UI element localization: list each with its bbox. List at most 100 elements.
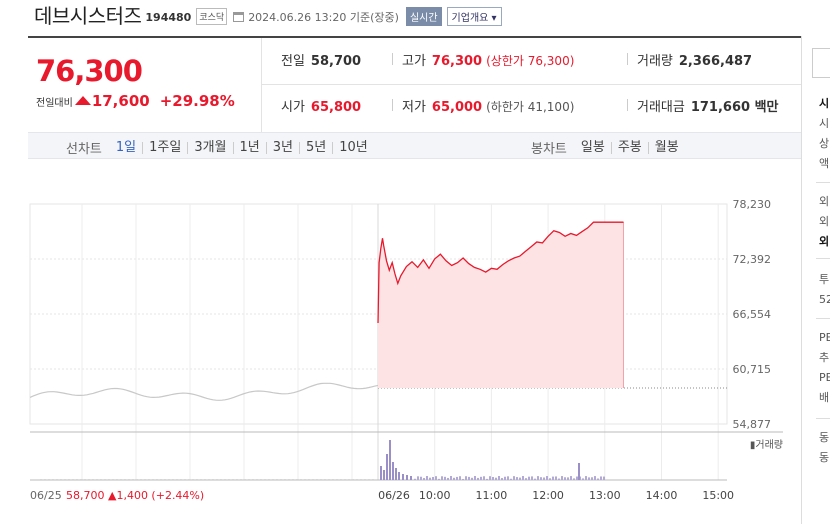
tab-1day[interactable]: 1일 xyxy=(110,141,144,154)
volume-bar xyxy=(256,479,258,480)
tab-5year[interactable]: 5년 xyxy=(300,141,334,154)
volume-bar xyxy=(573,478,575,480)
volume-bar xyxy=(176,479,178,480)
volume-bar xyxy=(108,479,110,480)
volume-bar xyxy=(192,479,194,480)
calendar-icon xyxy=(233,12,245,22)
volume-bar xyxy=(558,478,560,480)
volume-bar xyxy=(380,466,382,480)
volume-bar xyxy=(570,476,572,480)
volume-bar xyxy=(92,479,94,480)
volume-bar xyxy=(438,478,440,480)
y-tick-label: 54,877 xyxy=(733,418,772,431)
right-panel-divider xyxy=(816,258,830,259)
volume-bar xyxy=(340,479,342,480)
volume-bar xyxy=(288,479,290,480)
right-panel-text: 배 xyxy=(819,391,830,404)
right-panel-box xyxy=(812,48,830,78)
right-panel-text: 52 xyxy=(819,293,830,306)
tab-weekly-candle[interactable]: 주봉 xyxy=(612,141,649,154)
volume-bar xyxy=(576,476,578,480)
volume-bar xyxy=(477,477,479,480)
volume-bar xyxy=(450,476,452,480)
volume-bar xyxy=(426,476,428,480)
x-tick-label: 11:00 xyxy=(476,489,508,502)
price-diff: 17,600 xyxy=(91,92,150,110)
volume-bar xyxy=(84,479,86,480)
volume-bar xyxy=(423,478,425,480)
x-tick-label: 06/26 xyxy=(378,489,410,502)
volume-bar xyxy=(456,476,458,480)
volume-bar xyxy=(316,479,318,480)
realtime-button[interactable]: 실시간 xyxy=(405,7,442,26)
volume-bar xyxy=(180,479,182,480)
volume-bar xyxy=(232,479,234,480)
candle-chart-label: 봉차트 xyxy=(531,142,567,157)
y-tick-label: 66,554 xyxy=(733,308,772,321)
volume-bar xyxy=(212,479,214,480)
volume-bar xyxy=(552,476,554,480)
tab-10year[interactable]: 10년 xyxy=(339,139,368,155)
tab-1week[interactable]: 1주일 xyxy=(143,141,189,154)
volume-bar xyxy=(453,477,455,480)
tab-3month[interactable]: 3개월 xyxy=(188,141,234,154)
volume-bar xyxy=(104,479,106,480)
volume-bar xyxy=(498,476,500,480)
volume-bar xyxy=(546,476,548,480)
prev-day-price-line xyxy=(29,382,379,401)
volume-bar xyxy=(60,479,62,480)
volume-bar xyxy=(148,479,150,480)
volume-bar xyxy=(567,477,569,480)
up-arrow-icon xyxy=(74,95,91,105)
volume-bar xyxy=(276,479,278,480)
volume-bar xyxy=(152,479,154,480)
volume-bar xyxy=(272,479,274,480)
volume-bar xyxy=(336,479,338,480)
current-price-block: 76,300 xyxy=(36,54,143,88)
header-divider xyxy=(28,36,802,38)
volume-bar xyxy=(528,476,530,480)
volume-bar xyxy=(304,479,306,480)
volume-bar xyxy=(414,478,416,480)
volume-bar xyxy=(132,479,134,480)
prev-day-date-label: 06/25 xyxy=(30,489,62,502)
volume-bar xyxy=(160,479,162,480)
volume-bar xyxy=(462,478,464,480)
tab-monthly-candle[interactable]: 월봉 xyxy=(654,139,679,155)
volume-bar xyxy=(112,479,114,480)
stats-row-divider xyxy=(262,84,802,85)
volume-bar xyxy=(356,479,358,480)
volume-bar xyxy=(582,478,584,480)
price-change-row: 전일대비 17,600 +29.98% xyxy=(36,92,235,110)
volume-bar xyxy=(64,479,66,480)
volume-bar xyxy=(116,479,118,480)
volume-bar xyxy=(168,479,170,480)
company-overview-button[interactable]: 기업개요 ▾ xyxy=(446,7,502,26)
tab-1year[interactable]: 1년 xyxy=(234,141,267,154)
volume-bar xyxy=(406,475,408,480)
tab-daily-candle[interactable]: 일봉 xyxy=(575,141,612,154)
volume-bar xyxy=(324,479,326,480)
volume-bar xyxy=(389,440,391,480)
volume-bar xyxy=(284,479,286,480)
volume-bar xyxy=(386,454,388,480)
volume-bar xyxy=(156,479,158,480)
diff-label: 전일대비 xyxy=(36,97,73,109)
volume-bar xyxy=(196,479,198,480)
intraday-price-chart: 78,230 72,392 66,554 60,715 54,877 ▮거래량 06/25 5… xyxy=(29,198,783,502)
volume-bar xyxy=(204,479,206,480)
volume-bar xyxy=(395,468,397,480)
right-panel-text: 외 xyxy=(819,235,830,248)
right-panel-text: 동 xyxy=(819,451,830,464)
current-price: 76,300 xyxy=(36,54,143,88)
right-panel-divider xyxy=(816,418,830,419)
stock-name: 데브시스터즈 xyxy=(34,3,142,28)
volume-bar xyxy=(501,478,503,480)
tab-3year[interactable]: 3년 xyxy=(267,141,300,154)
right-panel-text: PE xyxy=(819,371,830,384)
stat-prev-close: 전일 58,700 xyxy=(281,54,362,69)
volume-bar xyxy=(435,476,437,480)
volume-bar xyxy=(507,476,509,480)
right-panel-text: 외 xyxy=(819,195,830,208)
volume-bar xyxy=(368,479,370,480)
